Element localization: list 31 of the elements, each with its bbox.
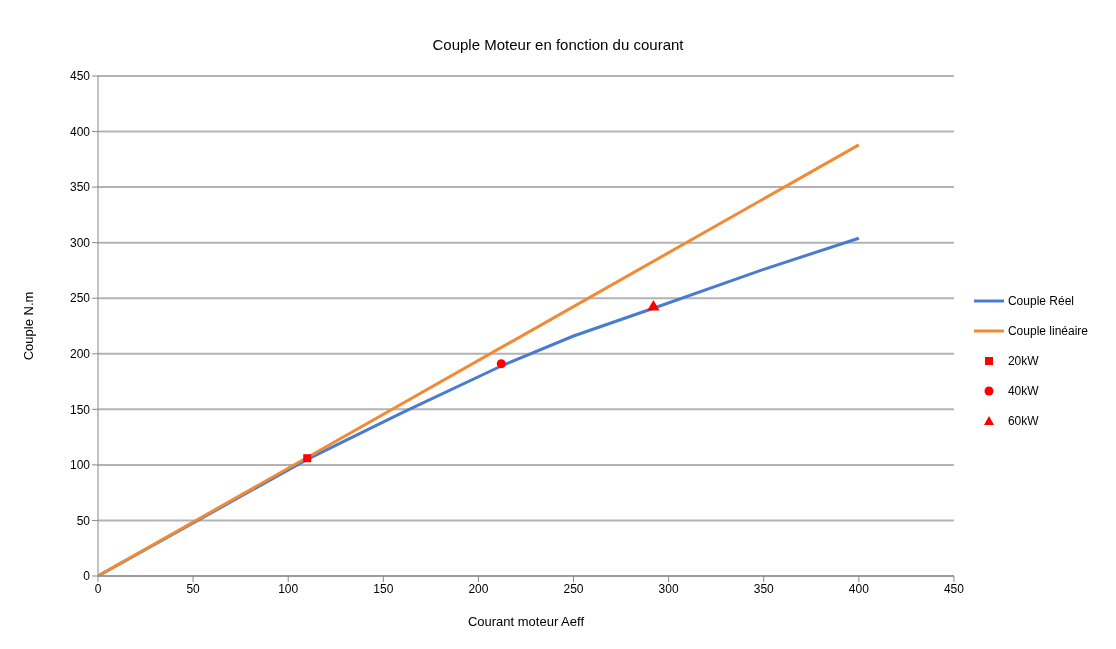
point	[647, 300, 660, 311]
y-tick-label: 300	[69, 235, 91, 250]
x-tick-label: 100	[278, 581, 299, 596]
y-tick-label: 250	[69, 291, 91, 306]
x-tick-label: 250	[563, 581, 584, 596]
y-tick-label: 450	[69, 69, 91, 84]
x-tick-label: 300	[658, 581, 679, 596]
x-tick-label: 200	[468, 581, 489, 596]
x-axis-title: Courant moteur Aeff	[467, 614, 585, 629]
point	[303, 454, 312, 463]
y-tick-label: 400	[69, 124, 91, 139]
legend-label: 40kW	[1007, 384, 1039, 398]
x-tick-label: 350	[753, 581, 775, 596]
y-tick-label: 50	[76, 513, 91, 528]
y-tick-label: 100	[69, 458, 91, 473]
y-tick-label: 150	[69, 402, 91, 417]
x-tick-label: 0	[94, 581, 102, 596]
legend-label: Couple Réel	[1007, 294, 1074, 308]
y-tick-label: 200	[69, 347, 91, 362]
legend-label: 60kW	[1007, 414, 1039, 428]
x-tick-label: 400	[848, 581, 870, 596]
y-tick-label: 350	[69, 180, 91, 195]
chart-title: Couple Moteur en fonction du courant	[431, 35, 685, 55]
x-tick-label: 450	[943, 581, 965, 596]
x-tick-label: 150	[373, 581, 394, 596]
y-axis-title: Couple N.m	[20, 291, 36, 361]
point	[496, 359, 506, 369]
legend-label: 20kW	[1007, 354, 1039, 368]
y-tick-label: 0	[83, 569, 91, 584]
x-tick-label: 50	[186, 581, 201, 596]
legend-label: Couple linéaire	[1007, 324, 1088, 338]
